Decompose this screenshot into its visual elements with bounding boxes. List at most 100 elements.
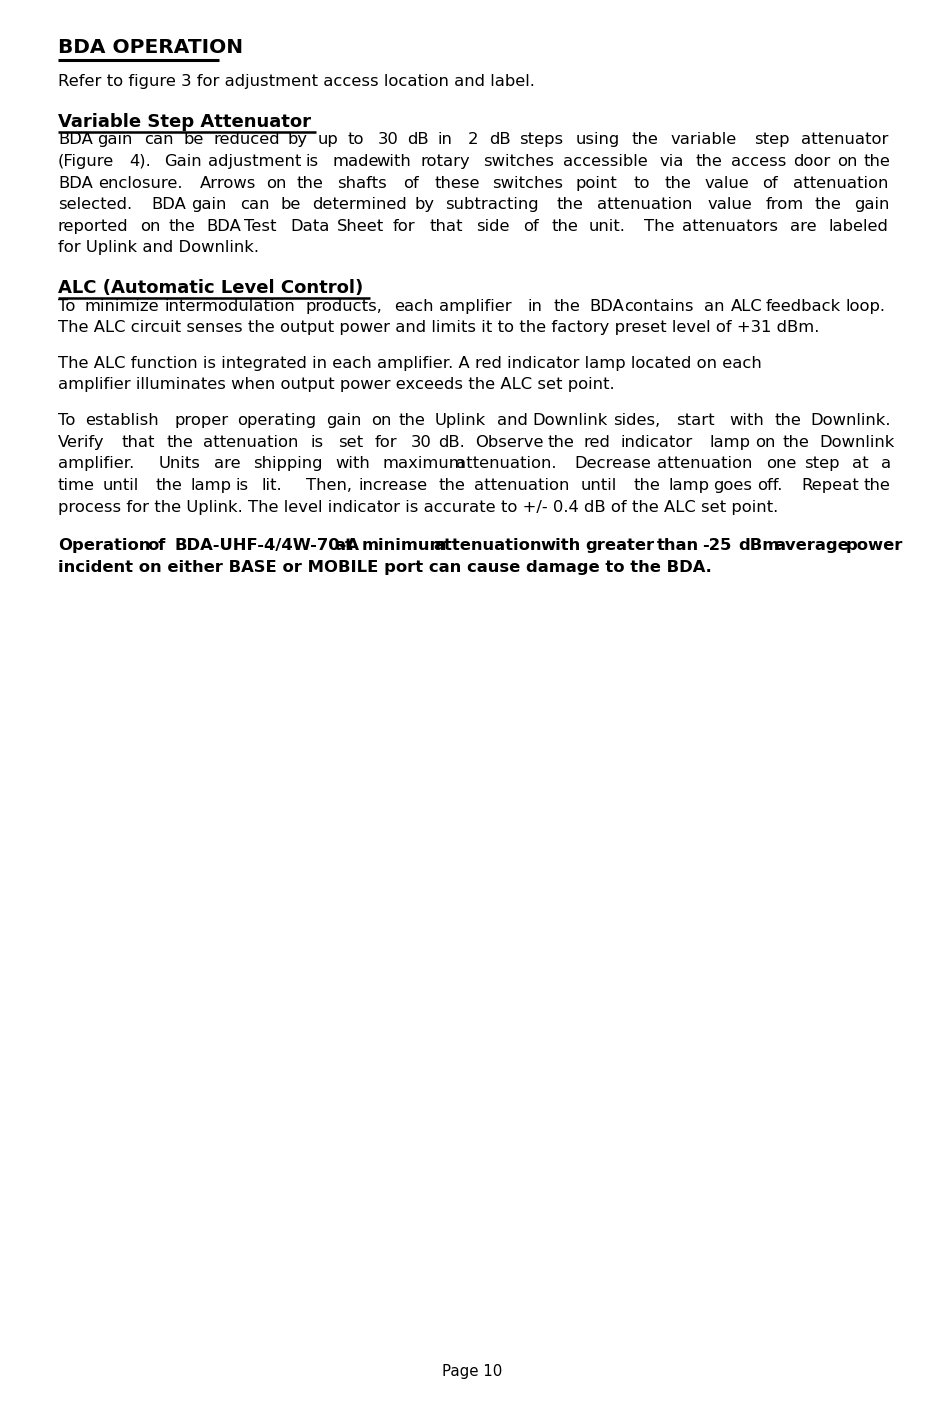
Text: step: step [803, 457, 839, 471]
Text: up: up [317, 132, 338, 148]
Text: Downlink: Downlink [818, 434, 894, 450]
Text: is: is [306, 153, 319, 169]
Text: The: The [644, 219, 674, 234]
Text: start: start [675, 413, 714, 429]
Text: side: side [476, 219, 509, 234]
Text: labeled: labeled [827, 219, 887, 234]
Text: is: is [310, 434, 323, 450]
Text: minimum: minimum [362, 538, 447, 553]
Text: 4).: 4). [128, 153, 150, 169]
Text: indicator: indicator [619, 434, 692, 450]
Text: in: in [527, 298, 542, 314]
Text: establish: establish [85, 413, 159, 429]
Text: feedback: feedback [766, 298, 840, 314]
Text: that: that [430, 219, 463, 234]
Text: lit.: lit. [261, 478, 282, 492]
Text: sides,: sides, [613, 413, 660, 429]
Text: the: the [695, 153, 721, 169]
Text: To: To [58, 298, 76, 314]
Text: BDA: BDA [151, 197, 186, 213]
Text: Gain: Gain [164, 153, 202, 169]
Text: attenuation: attenuation [433, 538, 541, 553]
Text: lamp: lamp [668, 478, 709, 492]
Text: Downlink: Downlink [532, 413, 608, 429]
Text: of: of [403, 176, 418, 190]
Text: on: on [836, 153, 856, 169]
Text: steps: steps [518, 132, 563, 148]
Text: loop.: loop. [845, 298, 885, 314]
Text: maximum: maximum [382, 457, 464, 471]
Text: Repeat: Repeat [801, 478, 858, 492]
Text: at: at [851, 457, 868, 471]
Text: BDA-UHF-4/4W-70-A: BDA-UHF-4/4W-70-A [175, 538, 359, 553]
Text: Arrows: Arrows [199, 176, 256, 190]
Text: be: be [183, 132, 204, 148]
Text: BDA: BDA [58, 176, 93, 190]
Text: amplifier.: amplifier. [58, 457, 134, 471]
Text: Downlink.: Downlink. [810, 413, 890, 429]
Text: the: the [863, 153, 889, 169]
Text: dBm: dBm [737, 538, 779, 553]
Text: the: the [155, 478, 182, 492]
Text: attenuation: attenuation [474, 478, 569, 492]
Text: subtracting: subtracting [445, 197, 538, 213]
Text: selected.: selected. [58, 197, 132, 213]
Text: Sheet: Sheet [336, 219, 383, 234]
Text: access: access [730, 153, 785, 169]
Text: To: To [58, 413, 76, 429]
Text: amplifier illuminates when output power exceeds the ALC set point.: amplifier illuminates when output power … [58, 377, 614, 393]
Text: time: time [58, 478, 95, 492]
Text: the: the [547, 434, 573, 450]
Text: from: from [765, 197, 802, 213]
Text: adjustment: adjustment [209, 153, 301, 169]
Text: the: the [168, 219, 195, 234]
Text: with: with [729, 413, 764, 429]
Text: until: until [102, 478, 139, 492]
Text: the: the [556, 197, 582, 213]
Text: The ALC circuit senses the output power and limits it to the factory preset leve: The ALC circuit senses the output power … [58, 321, 818, 335]
Text: one: one [766, 457, 796, 471]
Text: by: by [287, 132, 308, 148]
Text: at: at [334, 538, 353, 553]
Text: gain: gain [853, 197, 889, 213]
Text: the: the [553, 298, 580, 314]
Text: attenuator: attenuator [801, 132, 888, 148]
Text: 2: 2 [467, 132, 478, 148]
Text: greater: greater [584, 538, 654, 553]
Text: on: on [265, 176, 286, 190]
Text: can: can [144, 132, 174, 148]
Text: Variable Step Attenuator: Variable Step Attenuator [58, 112, 311, 131]
Text: the: the [814, 197, 840, 213]
Text: are: are [214, 457, 241, 471]
Text: Observe: Observe [475, 434, 543, 450]
Text: red: red [582, 434, 610, 450]
Text: gain: gain [326, 413, 361, 429]
Text: in: in [437, 132, 452, 148]
Text: for: for [392, 219, 414, 234]
Text: gain: gain [96, 132, 132, 148]
Text: rotary: rotary [420, 153, 470, 169]
Text: the: the [397, 413, 425, 429]
Text: contains: contains [624, 298, 693, 314]
Text: Test: Test [244, 219, 276, 234]
Text: the: the [664, 176, 690, 190]
Text: door: door [792, 153, 829, 169]
Text: Then,: Then, [306, 478, 351, 492]
Text: off.: off. [756, 478, 782, 492]
Text: value: value [707, 197, 751, 213]
Text: 30: 30 [411, 434, 431, 450]
Text: BDA: BDA [588, 298, 623, 314]
Text: the: the [166, 434, 194, 450]
Text: value: value [703, 176, 748, 190]
Text: BDA OPERATION: BDA OPERATION [58, 38, 243, 57]
Text: attenuators: attenuators [682, 219, 777, 234]
Text: Refer to figure 3 for adjustment access location and label.: Refer to figure 3 for adjustment access … [58, 74, 534, 89]
Text: attenuation: attenuation [792, 176, 887, 190]
Text: determined: determined [312, 197, 406, 213]
Text: each: each [394, 298, 433, 314]
Text: for Uplink and Downlink.: for Uplink and Downlink. [58, 240, 259, 255]
Text: lamp: lamp [709, 434, 750, 450]
Text: Operation: Operation [58, 538, 150, 553]
Text: enclosure.: enclosure. [98, 176, 182, 190]
Text: Units: Units [159, 457, 200, 471]
